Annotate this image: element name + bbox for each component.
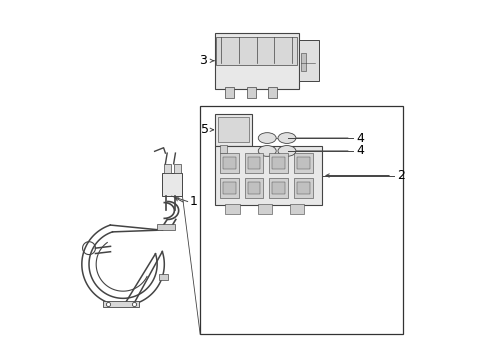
Bar bbox=[272, 157, 285, 169]
Bar bbox=[159, 274, 168, 280]
Text: 2: 2 bbox=[397, 169, 405, 182]
Bar bbox=[297, 182, 310, 194]
Ellipse shape bbox=[258, 145, 276, 156]
Bar bbox=[223, 182, 236, 194]
Bar bbox=[290, 204, 304, 214]
Bar bbox=[200, 107, 403, 334]
Bar bbox=[247, 87, 256, 98]
Bar bbox=[270, 178, 288, 198]
Bar bbox=[272, 182, 285, 194]
Bar bbox=[215, 114, 252, 146]
Text: 4: 4 bbox=[356, 144, 364, 157]
Bar bbox=[247, 157, 260, 169]
Bar bbox=[245, 153, 263, 173]
Bar bbox=[164, 164, 171, 173]
Bar bbox=[223, 157, 236, 169]
Bar bbox=[103, 301, 139, 307]
Bar bbox=[220, 178, 239, 198]
Bar bbox=[162, 173, 181, 196]
Bar bbox=[216, 37, 297, 65]
Ellipse shape bbox=[278, 145, 296, 156]
Bar bbox=[225, 87, 234, 98]
Bar bbox=[220, 145, 227, 153]
Bar bbox=[245, 178, 263, 198]
Bar bbox=[247, 182, 260, 194]
Bar bbox=[269, 87, 277, 98]
Text: 3: 3 bbox=[199, 54, 207, 67]
Bar bbox=[258, 204, 272, 214]
Text: 5: 5 bbox=[201, 123, 209, 136]
Bar bbox=[294, 153, 313, 173]
Bar bbox=[218, 117, 248, 142]
Bar bbox=[270, 153, 288, 173]
Bar bbox=[157, 225, 175, 230]
Text: 1: 1 bbox=[190, 195, 197, 208]
Bar bbox=[215, 33, 299, 89]
Bar bbox=[297, 157, 310, 169]
Ellipse shape bbox=[278, 133, 296, 143]
Bar bbox=[294, 178, 313, 198]
Bar bbox=[220, 153, 239, 173]
Bar bbox=[215, 146, 322, 205]
Ellipse shape bbox=[258, 133, 276, 143]
Bar bbox=[173, 164, 181, 173]
Bar bbox=[299, 40, 318, 81]
Bar bbox=[225, 204, 240, 214]
Bar bbox=[300, 53, 306, 71]
Text: 4: 4 bbox=[356, 131, 364, 145]
